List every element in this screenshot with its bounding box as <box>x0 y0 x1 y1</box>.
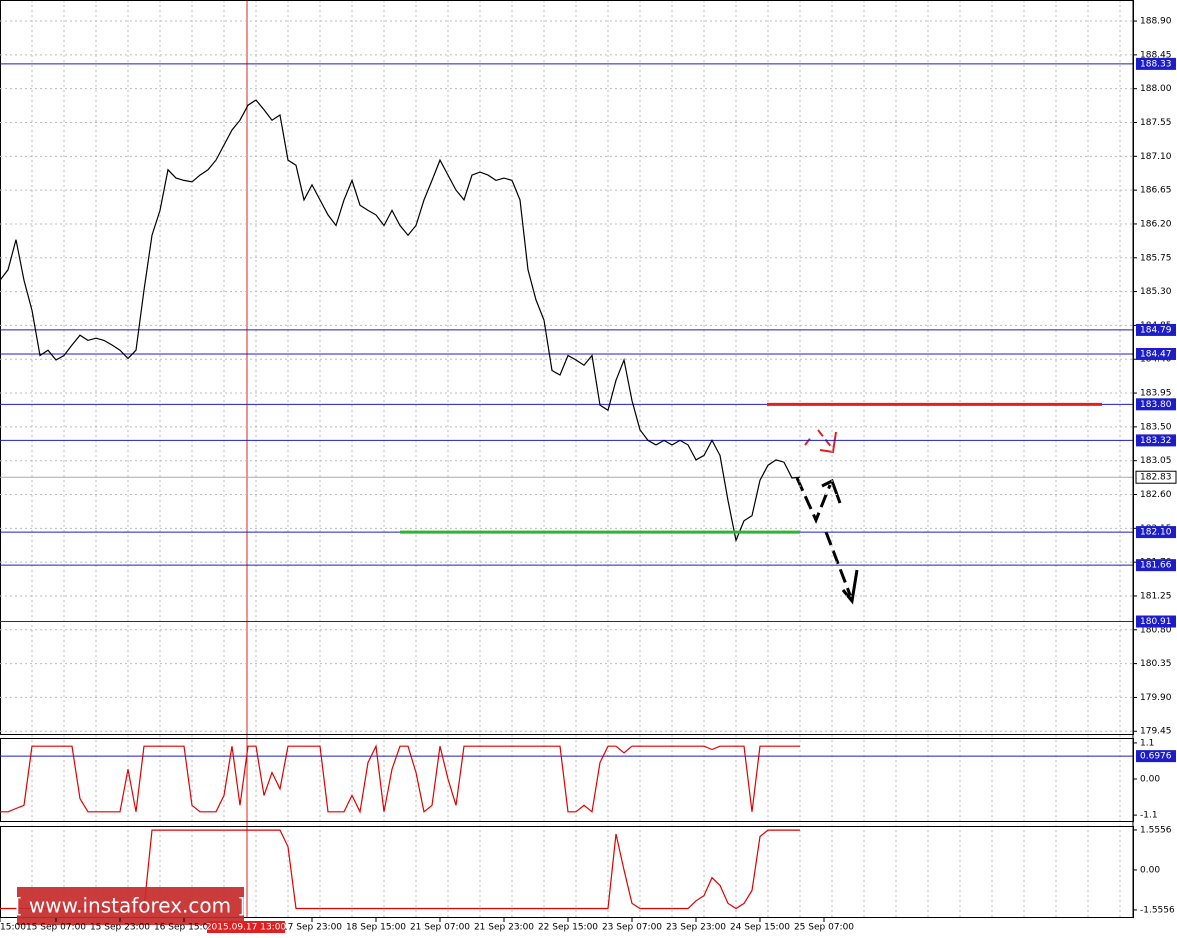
level-box <box>1136 398 1176 411</box>
y-tick-label: 185.75 <box>1140 253 1172 263</box>
watermark-box <box>17 887 244 925</box>
arrow-head <box>841 569 859 605</box>
level-label: 180.91 <box>1140 617 1172 627</box>
arrow <box>795 477 832 524</box>
series-line <box>0 99 801 543</box>
x-tick-label: 16 Sep 15:00 <box>154 923 214 933</box>
y-tick-label: 182.60 <box>1140 490 1172 500</box>
y-tick-label: 179.45 <box>1140 727 1172 737</box>
y-tick-label: 1.5556 <box>1140 825 1172 835</box>
x-tick-label: 15 Sep 07:00 <box>26 923 86 933</box>
level-label: 184.79 <box>1140 325 1172 335</box>
y-tick-label: 186.20 <box>1140 219 1172 229</box>
cursor-label-box <box>207 921 285 933</box>
y-tick-label: 185.30 <box>1140 287 1172 297</box>
x-tick-label: 24 Sep 15:00 <box>730 923 790 933</box>
x-tick-label: 17 Sep 23:00 <box>282 923 342 933</box>
level-box <box>1136 559 1176 572</box>
y-tick-label: 188.00 <box>1140 84 1172 94</box>
arrow <box>824 531 854 601</box>
x-tick-label: 21 Sep 07:00 <box>410 923 470 933</box>
x-tick-label: 23 Sep 23:00 <box>666 923 726 933</box>
x-tick-label: 22 Sep 15:00 <box>538 923 598 933</box>
y-tick-label: 180.80 <box>1140 625 1172 635</box>
last-value-label: 182.83 <box>1140 473 1172 483</box>
y-tick-label: 183.95 <box>1140 389 1172 399</box>
y-tick-label: -1.5556 <box>1140 905 1175 915</box>
level-box <box>1136 347 1176 360</box>
level-label: 182.10 <box>1140 528 1172 538</box>
y-tick-label: 0.00 <box>1140 775 1160 785</box>
level-box <box>1136 434 1176 447</box>
y-tick-label: 179.90 <box>1140 693 1172 703</box>
level-box <box>1136 526 1176 539</box>
y-tick-label: 183.50 <box>1140 422 1172 432</box>
watermark: [ www.instaforex.com ] <box>15 894 246 918</box>
y-tick-label: 187.10 <box>1140 152 1172 162</box>
y-tick-label: 187.55 <box>1140 118 1172 128</box>
level-label: 184.47 <box>1140 349 1172 359</box>
x-tick-label: 15 Sep 23:00 <box>90 923 150 933</box>
x-tick-label: 23 Sep 07:00 <box>602 923 662 933</box>
y-tick-label: 183.05 <box>1140 456 1172 466</box>
x-tick-label: 25 Sep 07:00 <box>794 923 854 933</box>
level-box <box>1136 323 1176 336</box>
y-tick-label: 188.90 <box>1140 17 1172 27</box>
level-label: 0.6976 <box>1140 752 1172 762</box>
arrow-head <box>819 431 837 454</box>
level-label: 181.66 <box>1140 561 1172 571</box>
last-value-box <box>1135 470 1177 484</box>
level-label: 188.33 <box>1140 59 1172 69</box>
y-tick-label: 1.1 <box>1140 738 1154 748</box>
level-box <box>1136 615 1176 628</box>
level-box <box>1136 750 1176 763</box>
y-tick-label: 188.45 <box>1140 50 1172 60</box>
level-box <box>1136 57 1176 70</box>
y-tick-label: 0.00 <box>1140 865 1160 875</box>
cursor-label: 2015.09.17 13:00 <box>206 923 287 933</box>
x-tick-label: 21 Sep 23:00 <box>474 923 534 933</box>
y-tick-label: 186.65 <box>1140 186 1172 196</box>
level-label: 183.80 <box>1140 400 1172 410</box>
y-tick-label: 181.25 <box>1140 591 1172 601</box>
series-line <box>0 744 800 814</box>
y-tick-label: -1.1 <box>1140 811 1158 821</box>
x-tick-label: 18 Sep 15:00 <box>346 923 406 933</box>
x-tick-label: 15:00 <box>0 923 26 933</box>
y-tick-label: 180.35 <box>1140 659 1172 669</box>
level-label: 183.32 <box>1140 436 1172 446</box>
